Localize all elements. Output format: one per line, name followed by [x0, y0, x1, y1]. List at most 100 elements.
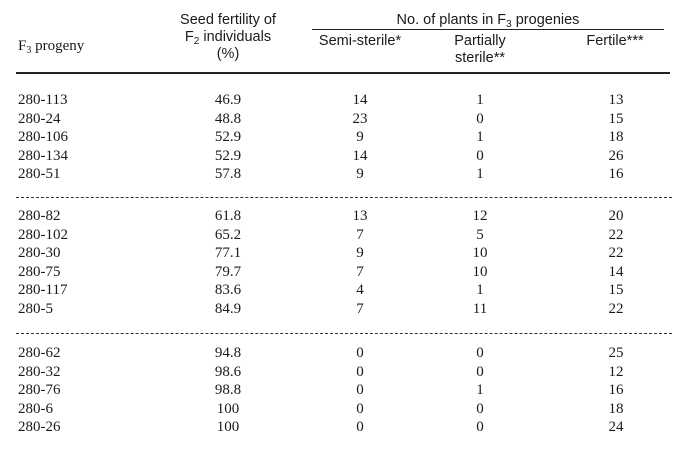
plants-group-header: No. of plants in F3 progenies	[312, 12, 664, 30]
progeny-cell: 280-24	[18, 110, 61, 127]
partially-sterile-cell: 0	[476, 363, 484, 380]
fertile-cell: 18	[608, 129, 624, 146]
partially-sterile-cell: 0	[476, 147, 484, 164]
semi-sterile-cell: 0	[356, 382, 364, 399]
progeny-cell: 280-134	[18, 147, 68, 164]
fertility-cell: 98.6	[214, 363, 242, 380]
fertility-cell: 100	[216, 400, 240, 417]
semi-sterile-cell: 4	[356, 282, 364, 299]
semi-sterile-cell: 23	[352, 110, 368, 127]
partially-sterile-cell: 5	[476, 226, 484, 243]
semi-sterile-cell: 9	[356, 166, 364, 183]
fertile-cell: 22	[608, 245, 624, 262]
fertility-cell: 79.7	[214, 263, 242, 280]
fertile-cell: 12	[608, 363, 624, 380]
progeny-cell: 280-106	[18, 129, 68, 146]
progeny-cell: 280-5	[18, 301, 53, 317]
semi-sterile-cell: 9	[356, 129, 364, 146]
fertility-cell: 52.9	[214, 129, 242, 146]
semi-sterile-cell: 14	[352, 147, 368, 164]
progeny-cell: 280-32	[18, 363, 61, 380]
fertility-cell: 94.8	[214, 345, 242, 361]
progeny-header-rest: progeny	[31, 38, 85, 54]
fertility-header-letter: F	[184, 29, 194, 45]
fertile-cell: 22	[608, 301, 624, 317]
fertile-cell: 20	[608, 208, 624, 224]
fertile-cell: 15	[608, 110, 624, 127]
fertility-cell: 48.8	[214, 110, 242, 127]
semi-sterile-header: Semi-sterile*	[318, 33, 402, 49]
partially-sterile-cell: 0	[476, 400, 484, 417]
fertile-cell: 25	[608, 345, 624, 361]
fertility-header-line3: (%)	[216, 46, 240, 62]
fertility-cell: 65.2	[214, 226, 242, 243]
fertile-cell: 13	[608, 92, 624, 108]
progeny-cell: 280-62	[18, 345, 61, 361]
partially-sterile-cell: 0	[476, 110, 484, 127]
fertile-cell: 18	[608, 400, 624, 417]
partially-sterile-cell: 1	[476, 92, 484, 108]
progeny-cell: 280-30	[18, 245, 61, 262]
fertility-cell: 98.8	[214, 382, 242, 399]
fertile-cell: 14	[608, 263, 624, 280]
semi-sterile-cell: 0	[356, 363, 364, 380]
semi-sterile-cell: 14	[352, 92, 368, 108]
partially-sterile-header: Partially sterile**	[425, 33, 535, 67]
partially-sterile-cell: 12	[472, 208, 488, 224]
group-separator-dashed-rule	[16, 197, 672, 198]
fertility-header-line1: Seed fertility of	[180, 12, 276, 28]
semi-sterile-cell: 7	[356, 263, 364, 280]
plants-header-rest: progenies	[511, 12, 580, 28]
fertile-cell: 24	[608, 419, 624, 436]
progeny-cell: 280-26	[18, 419, 61, 436]
fertility-header-subscript: 2	[193, 36, 200, 47]
progeny-cell: 280-113	[18, 92, 68, 108]
fertility-cell: 61.8	[214, 208, 242, 224]
progeny-cell: 280-117	[18, 282, 68, 299]
partially-sterile-cell: 1	[476, 382, 484, 399]
fertility-header-rest: individuals	[199, 29, 272, 45]
partially-sterile-cell: 0	[476, 345, 484, 361]
fertile-cell: 15	[608, 282, 624, 299]
progeny-column-header: F3 progeny	[18, 38, 85, 56]
partially-sterile-cell: 1	[476, 129, 484, 146]
fertility-cell: 77.1	[214, 245, 242, 262]
semi-sterile-cell: 0	[356, 419, 364, 436]
fertility-cell: 84.9	[214, 301, 242, 317]
progeny-cell: 280-6	[18, 400, 53, 417]
partially-sterile-cell: 1	[476, 282, 484, 299]
semi-sterile-cell: 7	[356, 301, 364, 317]
fertility-cell: 83.6	[214, 282, 242, 299]
progeny-cell: 280-76	[18, 382, 61, 399]
partially-sterile-cell: 10	[472, 245, 488, 262]
progeny-header-letter: F	[18, 38, 27, 54]
plants-group-underline	[312, 29, 664, 31]
fertile-cell: 16	[608, 166, 624, 183]
group-separator-dashed-rule	[16, 333, 672, 334]
fertility-cell: 46.9	[214, 92, 242, 108]
semi-sterile-cell: 0	[356, 400, 364, 417]
progeny-cell: 280-75	[18, 263, 61, 280]
progeny-cell: 280-51	[18, 166, 61, 183]
progeny-header-subscript: 3	[26, 45, 32, 56]
progeny-cell: 280-102	[18, 226, 68, 243]
partially-sterile-cell: 1	[476, 166, 484, 183]
semi-sterile-cell: 9	[356, 245, 364, 262]
semi-sterile-cell: 13	[352, 208, 368, 224]
fertility-column-header: Seed fertility of F2 individuals (%)	[160, 12, 296, 63]
fertility-header-line2: F2 individuals	[160, 29, 296, 47]
partially-sterile-cell: 0	[476, 419, 484, 436]
partially-sterile-cell: 10	[472, 263, 488, 280]
partially-sterile-header-line1: Partially	[454, 33, 506, 49]
semi-sterile-cell: 0	[356, 345, 364, 361]
fertile-cell: 22	[608, 226, 624, 243]
partially-sterile-header-line2: sterile**	[455, 50, 505, 66]
semi-sterile-cell: 7	[356, 226, 364, 243]
fertility-cell: 52.9	[214, 147, 242, 164]
progeny-cell: 280-82	[18, 208, 61, 224]
fertile-cell: 26	[608, 147, 624, 164]
plants-header-text: No. of plants in F	[396, 12, 507, 28]
fertile-header: Fertile***	[586, 33, 644, 49]
plants-header-subscript: 3	[506, 19, 512, 30]
